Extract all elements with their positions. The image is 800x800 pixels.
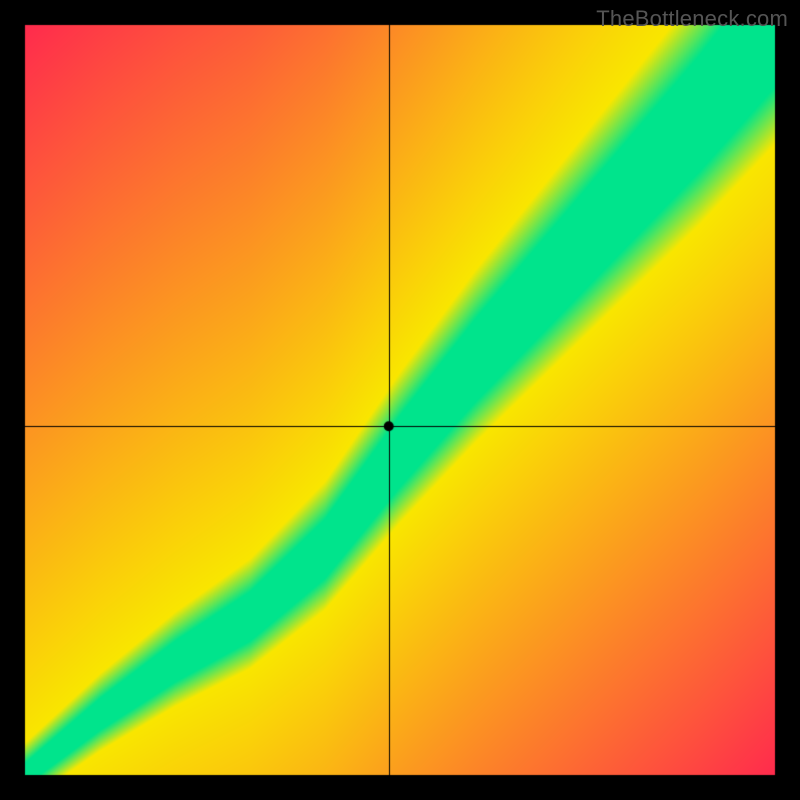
chart-frame: TheBottleneck.com <box>0 0 800 800</box>
heatmap-canvas <box>0 0 800 800</box>
